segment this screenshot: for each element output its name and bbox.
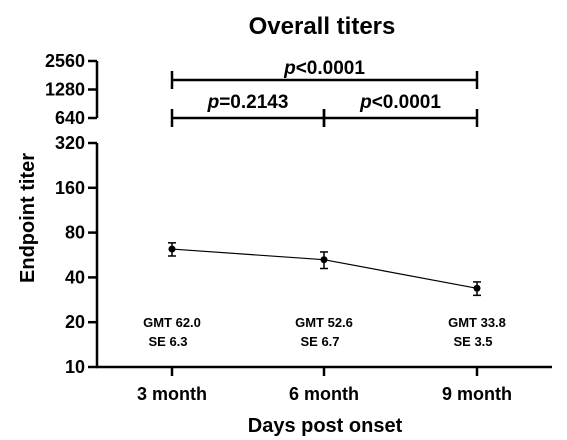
p-value-label: p<0.0001 xyxy=(283,58,365,79)
y-tick-label: 10 xyxy=(65,357,85,377)
chart-title: Overall titers xyxy=(249,13,396,40)
x-tick-label: 6 month xyxy=(289,384,359,404)
comparison-brackets: p<0.0001 p=0.2143 p<0.0001 xyxy=(170,58,479,127)
y-tick-label: 640 xyxy=(55,108,85,128)
x-tick-label: 9 month xyxy=(442,384,512,404)
p-value-label: p<0.0001 xyxy=(359,92,441,113)
data-point xyxy=(168,245,176,253)
y-tick-label: 160 xyxy=(55,178,85,198)
x-axis-label: Days post onset xyxy=(248,415,403,437)
data-point xyxy=(320,256,328,264)
y-tick-label: 20 xyxy=(65,312,85,332)
p-value-label: p=0.2143 xyxy=(207,92,289,113)
x-tick-label: 3 month xyxy=(137,384,207,404)
series-group xyxy=(168,242,481,297)
y-axis-label: Endpoint titer xyxy=(17,153,39,283)
axes: 10 20 40 80 160 320 640 1280 2560 3 month 6 month 9… xyxy=(45,51,552,404)
y-tick-label: 40 xyxy=(65,267,85,287)
y-tick-label: 320 xyxy=(55,133,85,153)
se-label: SE 6.7 xyxy=(300,334,339,349)
gmt-label: GMT 52.6 xyxy=(295,315,353,330)
annotations: GMT 62.0 SE 6.3 GMT 52.6 SE 6.7 GMT 33.8 SE 3… xyxy=(143,315,506,349)
data-point xyxy=(473,284,481,292)
gmt-label: GMT 33.8 xyxy=(448,315,506,330)
y-tick-label: 2560 xyxy=(45,51,85,71)
gmt-label: GMT 62.0 xyxy=(143,315,201,330)
se-label: SE 6.3 xyxy=(148,334,187,349)
y-tick-label: 80 xyxy=(65,223,85,243)
y-tick-label: 1280 xyxy=(45,80,85,100)
se-label: SE 3.5 xyxy=(453,334,492,349)
